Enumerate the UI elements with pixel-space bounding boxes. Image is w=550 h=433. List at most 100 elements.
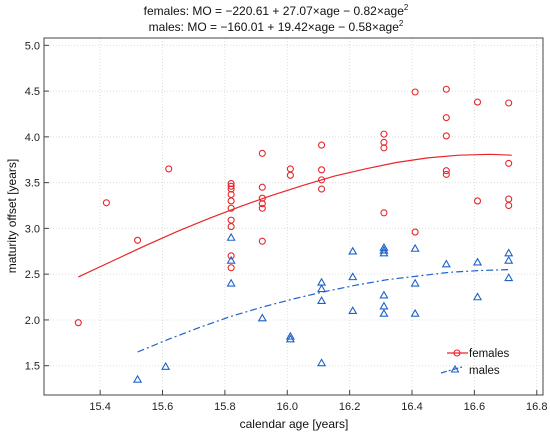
males-point — [441, 259, 451, 268]
females-point — [102, 199, 110, 207]
females-point — [411, 228, 419, 236]
males-point — [161, 361, 171, 370]
x-tick-label: 16.0 — [277, 401, 298, 413]
title-2-superscript: 2 — [399, 19, 404, 28]
females-point — [318, 141, 326, 149]
females-point — [286, 165, 294, 173]
y-tick-label: 3.5 — [25, 178, 40, 190]
females-point — [442, 114, 450, 122]
males-point — [504, 273, 514, 282]
females-point — [258, 200, 266, 208]
males-point — [133, 374, 143, 383]
females-point — [380, 130, 388, 138]
legend-entry-males: males — [440, 364, 500, 377]
x-tick-label: 16.6 — [464, 401, 485, 413]
females-point — [473, 98, 482, 106]
females-point — [442, 85, 450, 93]
females-point — [505, 159, 513, 167]
females-point — [318, 166, 326, 174]
legend-label-females: females — [469, 348, 510, 360]
legend: females males — [440, 348, 510, 377]
females-point — [505, 99, 513, 107]
females-point — [286, 171, 294, 179]
females-point — [473, 197, 482, 205]
grid — [44, 38, 543, 395]
males-point — [226, 255, 236, 264]
chart-title-line-1: females: MO = −220.61 + 27.07×age − 0.82… — [144, 3, 409, 18]
females-fit-curve — [78, 153, 512, 278]
legend-line-males — [440, 366, 463, 374]
males-point — [317, 296, 327, 304]
females-point — [74, 319, 82, 327]
females-point — [227, 216, 235, 224]
females-point — [258, 237, 266, 245]
females-point — [227, 223, 235, 231]
y-tick-label: 5.0 — [25, 40, 40, 52]
legend-marker-males — [450, 364, 460, 373]
y-tick-label: 2.0 — [25, 315, 40, 327]
females-point — [165, 165, 173, 173]
x-tick-label: 15.6 — [152, 401, 173, 413]
females-point — [505, 201, 513, 210]
legend-marker-females — [453, 349, 461, 357]
males-point — [257, 313, 267, 322]
plot-frame — [43, 37, 544, 396]
y-tick-label: 4.5 — [25, 86, 40, 98]
females-point — [227, 182, 235, 190]
females-point — [258, 149, 266, 157]
males-point — [472, 292, 483, 301]
females-point — [227, 197, 235, 205]
x-tick-label: 16.8 — [526, 401, 547, 413]
title-1-superscript: 2 — [404, 3, 409, 12]
males-point — [379, 301, 389, 310]
females-point — [227, 264, 235, 272]
males-point — [226, 232, 236, 241]
females-point — [258, 183, 266, 191]
males-point — [348, 306, 358, 315]
females-point — [380, 144, 388, 152]
title-1-text: females: MO = −220.61 + 27.07×age − 0.82… — [144, 4, 405, 18]
males-point — [285, 331, 295, 340]
y-tick-label: 4.0 — [25, 132, 40, 144]
females-point — [442, 170, 450, 178]
males-point — [379, 248, 389, 257]
males-point — [348, 272, 358, 281]
axis-ticks: 15.4 15.6 15.8 16.0 16.2 16.4 16.6 16.8 1.5 2.0 2.… — [25, 40, 548, 413]
legend-entry-females: females — [447, 348, 510, 360]
females-point — [227, 204, 235, 212]
males-point — [410, 278, 420, 287]
males-point — [410, 243, 420, 252]
males-point — [504, 248, 514, 257]
males-point — [317, 284, 327, 293]
females-point — [318, 185, 326, 193]
chart-title-line-2: males: MO = −160.01 + 19.42×age − 0.58×a… — [149, 19, 404, 34]
x-tick-label: 15.4 — [89, 401, 110, 413]
females-point — [134, 236, 142, 244]
males-point — [379, 308, 389, 317]
legend-label-males: males — [469, 365, 500, 377]
males-point — [410, 308, 420, 317]
y-tick-label: 3.0 — [25, 223, 40, 235]
title-2-text: males: MO = −160.01 + 19.42×age − 0.58×a… — [149, 20, 400, 34]
males-point — [379, 245, 389, 254]
data-points — [74, 85, 514, 383]
females-point — [505, 195, 513, 203]
y-tick-label: 2.5 — [25, 269, 40, 281]
males-point — [379, 290, 389, 299]
females-point — [380, 209, 388, 217]
fit-curves — [78, 153, 512, 353]
females-point — [442, 132, 450, 140]
males-point — [504, 255, 514, 264]
males-point — [285, 334, 295, 343]
x-tick-label: 16.2 — [339, 401, 360, 413]
x-axis-label: calendar age [years] — [240, 417, 349, 431]
males-point — [472, 257, 483, 266]
females-point — [411, 88, 419, 96]
males-point — [226, 278, 236, 287]
males-point — [317, 358, 327, 367]
females-point — [442, 167, 450, 175]
y-axis-label: maturity offset [years] — [5, 159, 19, 274]
y-tick-label: 1.5 — [25, 361, 40, 373]
females-point — [318, 176, 326, 184]
